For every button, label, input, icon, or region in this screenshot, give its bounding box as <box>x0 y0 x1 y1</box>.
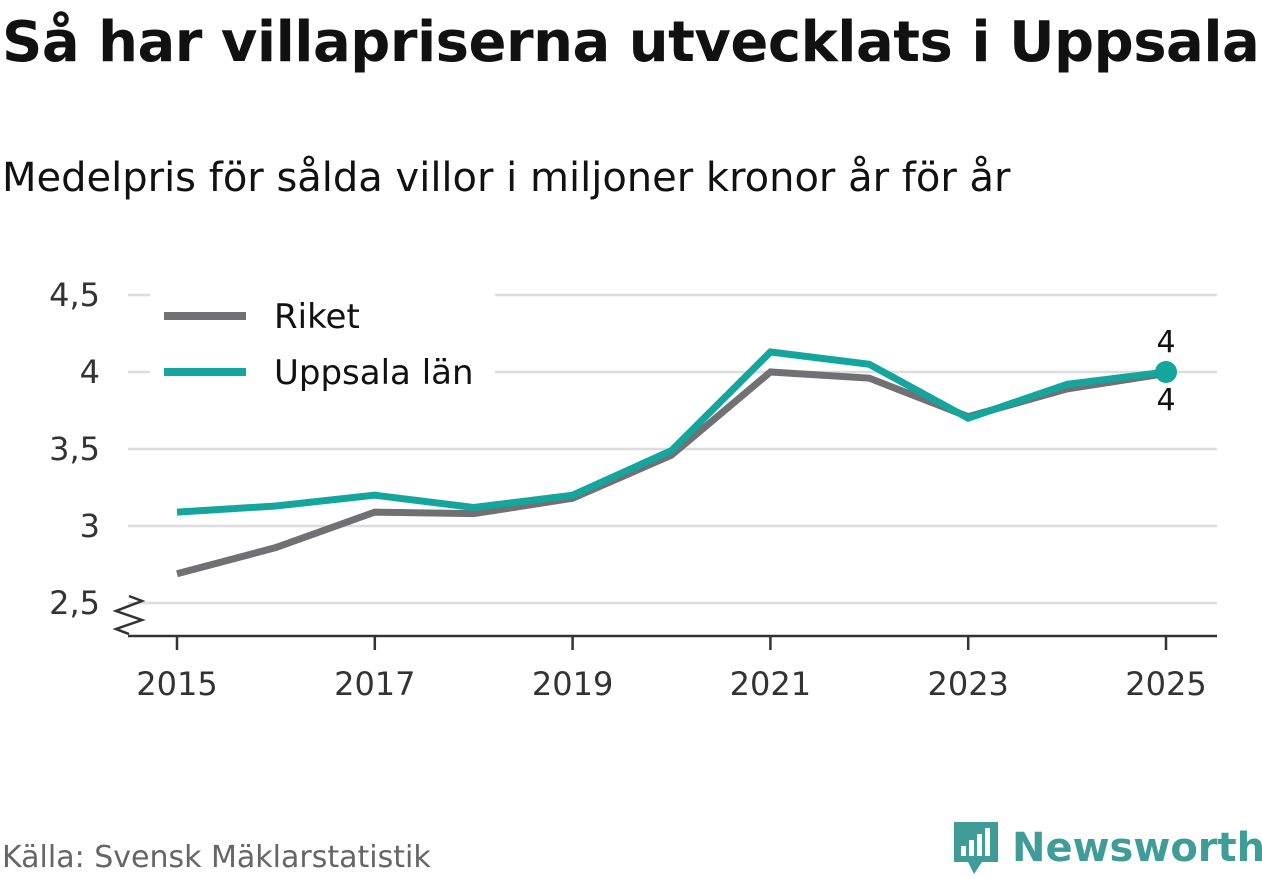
x-tick-label: 2019 <box>532 665 613 703</box>
axis-break-mark <box>112 594 146 636</box>
y-tick-label: 3 <box>80 507 100 545</box>
source-note: Källa: Svensk Mäklarstatistik <box>2 840 431 875</box>
legend-background <box>150 290 495 400</box>
uppsala-end-marker <box>1155 361 1177 383</box>
x-tick-label: 2015 <box>136 665 217 703</box>
legend-riket-label: Riket <box>274 297 360 337</box>
bar-chart-badge-icon <box>954 822 998 874</box>
y-tick-label: 4,5 <box>49 276 100 314</box>
y-tick-label: 4 <box>80 353 100 391</box>
chart-title: Så har villapriserna utvecklats i Uppsal… <box>2 10 1260 75</box>
y-tick-label: 3,5 <box>49 430 100 468</box>
uppsala-series-line <box>176 348 1167 516</box>
y-tick-label: 2,5 <box>49 584 100 622</box>
legend-uppsala-label: Uppsala län <box>274 353 474 393</box>
chart-subtitle: Medelpris för sålda villor i miljoner kr… <box>2 155 1011 201</box>
brand-logo: Newsworthy <box>952 820 1262 876</box>
x-tick-label: 2025 <box>1125 665 1206 703</box>
x-tick-label: 2017 <box>334 665 415 703</box>
x-tick-label: 2021 <box>730 665 811 703</box>
riket-end-label: 4 <box>1156 383 1175 418</box>
brand-name: Newsworthy <box>1012 825 1262 871</box>
uppsala-end-label: 4 <box>1156 325 1175 360</box>
x-tick-label: 2023 <box>927 665 1008 703</box>
